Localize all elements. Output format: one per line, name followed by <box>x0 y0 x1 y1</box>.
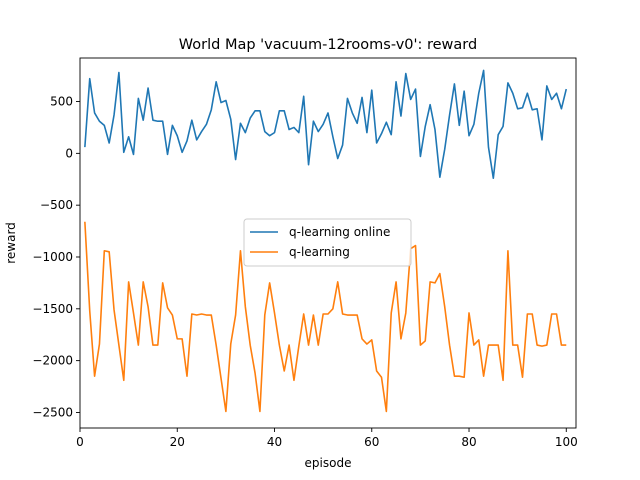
legend-entry: q-learning <box>289 245 350 259</box>
y-tick-label: −500 <box>40 198 73 212</box>
y-axis-label: reward <box>4 222 18 264</box>
y-tick-label: −1000 <box>32 250 73 264</box>
x-axis-label: episode <box>305 456 352 470</box>
legend-entry: q-learning online <box>289 225 390 239</box>
y-tick-label: −2000 <box>32 354 73 368</box>
plot-area <box>79 57 577 429</box>
y-tick-label: −2500 <box>32 405 73 419</box>
x-tick-label: 60 <box>364 435 379 449</box>
legend-box <box>243 218 412 267</box>
y-tick-label: −1500 <box>32 302 73 316</box>
y-axis: −2500 −2000 −1500 −1000 −500 0 500 <box>32 95 80 419</box>
y-tick-label: 500 <box>50 95 73 109</box>
series-line-q-learning <box>84 221 567 413</box>
x-tick-label: 100 <box>555 435 578 449</box>
y-tick-label: 0 <box>65 146 73 160</box>
x-tick-label: 80 <box>461 435 476 449</box>
series-line-q-learning-online <box>84 69 568 180</box>
plot-frame <box>79 57 577 429</box>
x-tick-label: 40 <box>267 435 282 449</box>
x-axis: 0 20 40 60 80 100 <box>76 428 578 449</box>
chart-title: World Map 'vacuum-12rooms-v0': reward <box>179 37 477 53</box>
x-tick-label: 0 <box>76 435 84 449</box>
x-tick-label: 20 <box>170 435 185 449</box>
legend: q-learning online q-learning <box>243 218 412 267</box>
